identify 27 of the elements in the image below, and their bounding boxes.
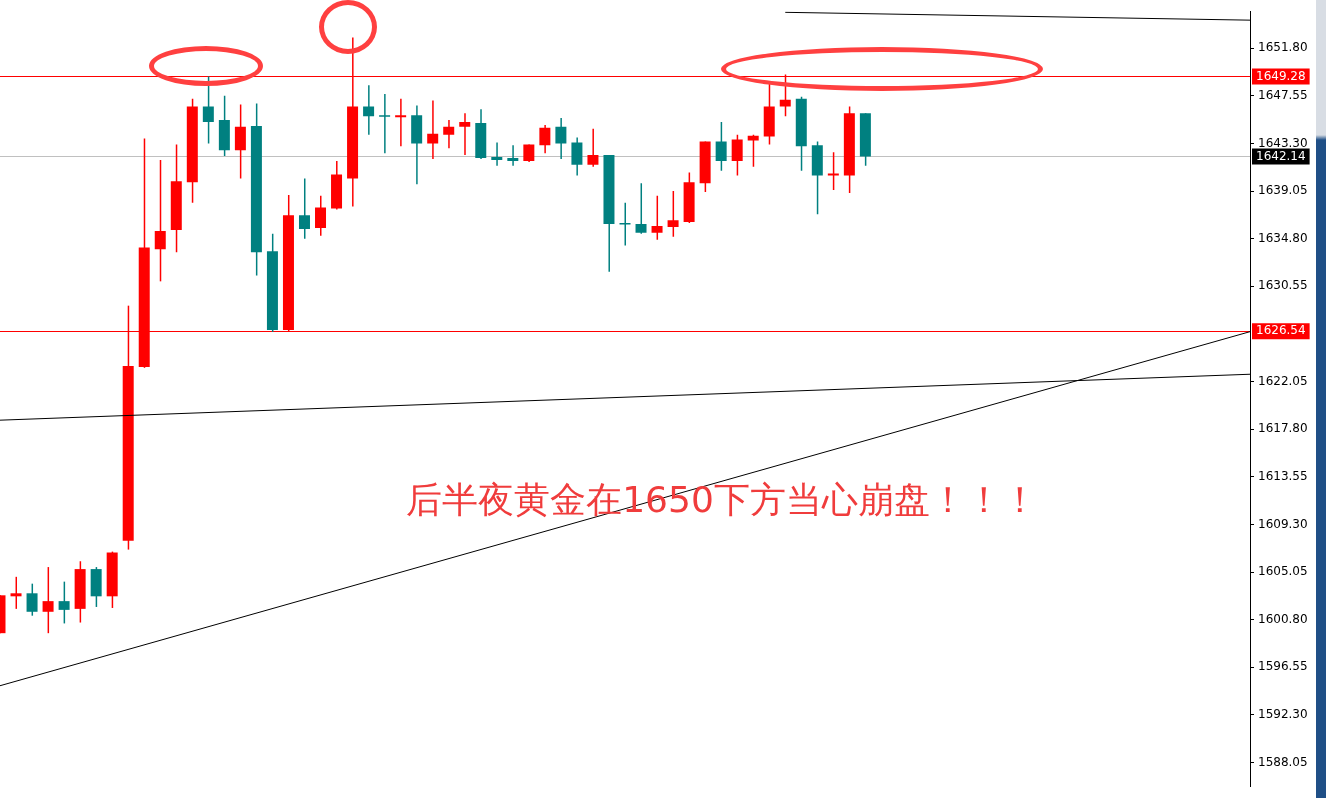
candlestick xyxy=(507,145,519,166)
candlestick xyxy=(459,113,471,156)
candlestick xyxy=(427,100,439,159)
y-tick-label: 1592.30 xyxy=(1258,706,1308,721)
candlestick xyxy=(491,142,503,166)
ref-line-label: 1642.14 xyxy=(1256,148,1306,163)
candlestick xyxy=(395,98,407,147)
y-tick-label: 1617.80 xyxy=(1258,421,1308,436)
y-tick-label: 1634.80 xyxy=(1258,230,1308,245)
y-tick-label: 1639.05 xyxy=(1258,183,1308,198)
y-tick-label: 1600.80 xyxy=(1258,611,1308,626)
ref-line-label: 1626.54 xyxy=(1256,323,1306,338)
candlestick xyxy=(443,120,455,149)
candlestick xyxy=(379,93,391,154)
ref-line-label: 1649.28 xyxy=(1256,68,1306,83)
y-tick-label: 1622.05 xyxy=(1258,373,1308,388)
y-tick-label: 1630.55 xyxy=(1258,278,1308,293)
y-tick-label: 1647.55 xyxy=(1258,87,1308,102)
y-tick-label: 1609.30 xyxy=(1258,516,1308,531)
y-tick-label: 1596.55 xyxy=(1258,659,1308,674)
candlestick xyxy=(587,128,599,167)
y-tick-label: 1651.80 xyxy=(1258,40,1308,55)
y-tick-label: 1613.55 xyxy=(1258,468,1308,483)
y-tick-label: 1643.30 xyxy=(1258,135,1308,150)
y-tick-label: 1588.05 xyxy=(1258,754,1308,769)
candlestick xyxy=(363,85,375,135)
y-tick-label: 1605.05 xyxy=(1258,564,1308,579)
